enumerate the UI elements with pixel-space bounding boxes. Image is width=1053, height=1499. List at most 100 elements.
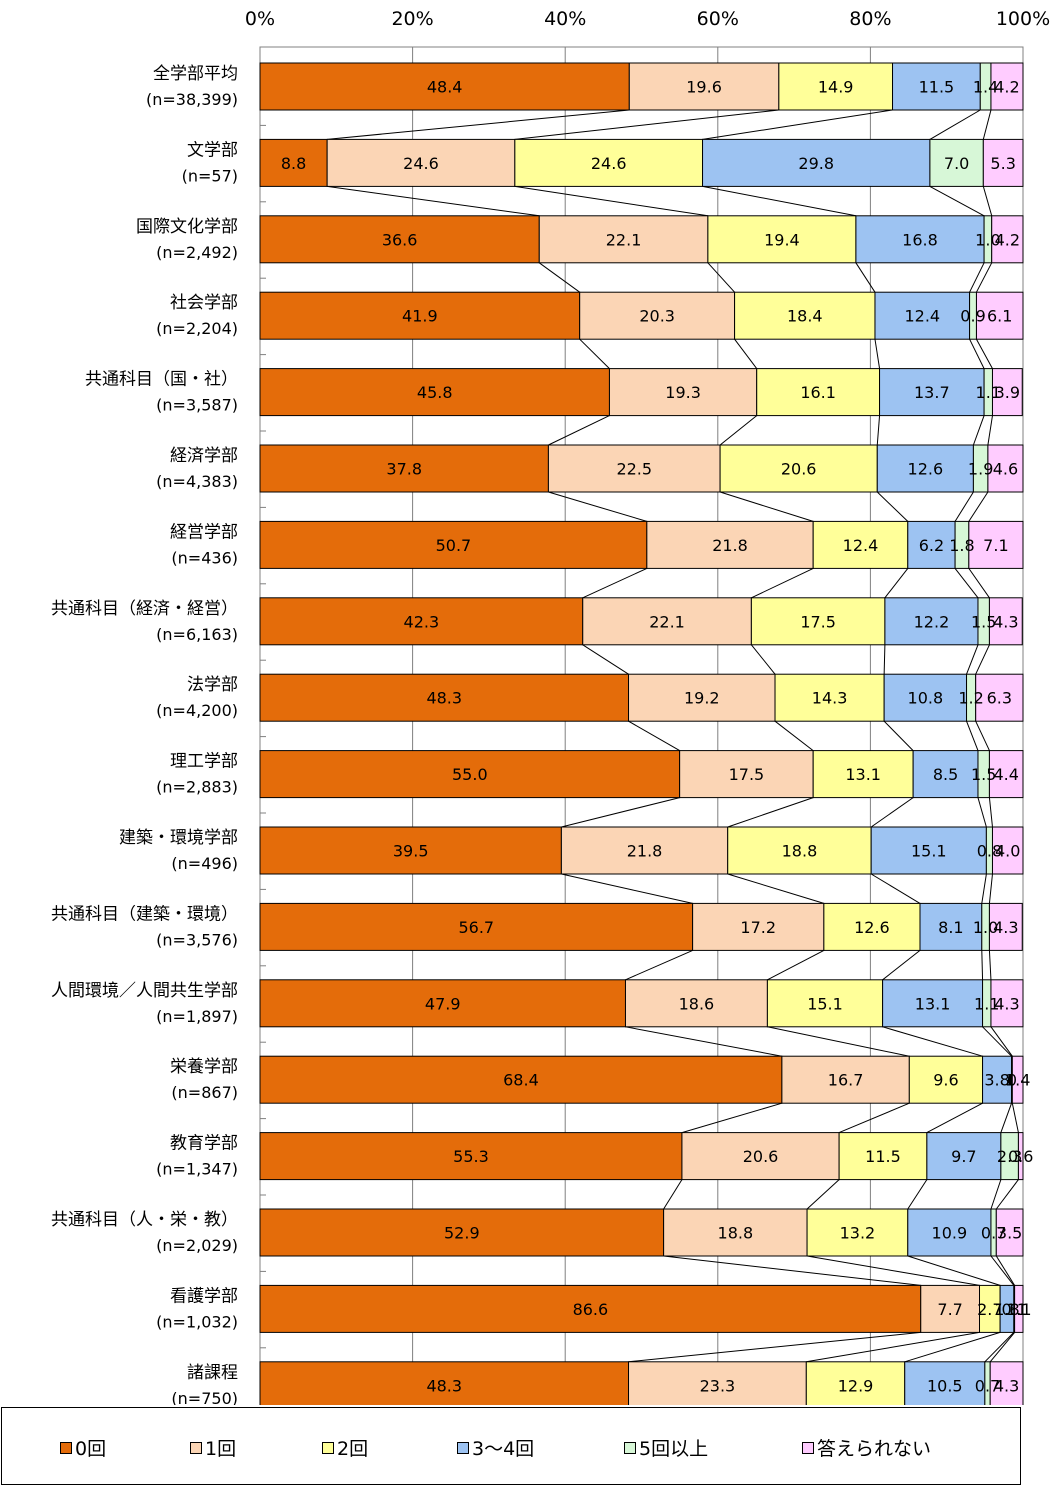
legend-item-2: 2回: [322, 1434, 368, 1461]
category-count-label: (n=38,399): [146, 90, 238, 109]
data-label: 7.0: [944, 154, 969, 173]
bar-segment: [988, 597, 1023, 646]
data-label: 2.7: [977, 1300, 1002, 1319]
bar-segment: [879, 368, 985, 417]
connector-line: [976, 262, 993, 293]
bar-segment: [995, 1208, 1024, 1257]
bar-segment: [259, 444, 549, 493]
connector-line: [926, 1102, 983, 1134]
connector-line: [702, 109, 893, 140]
connector-line: [929, 109, 981, 140]
bar-segment: [259, 1132, 683, 1181]
category-count-label: (n=57): [182, 166, 238, 185]
data-label: 24.6: [403, 154, 439, 173]
legend-item-3: 3～4回: [457, 1434, 534, 1461]
data-label: 14.3: [812, 689, 848, 708]
data-label: 4.3: [994, 1376, 1019, 1395]
bar-segment: [968, 520, 1024, 569]
connector-line: [663, 1255, 921, 1286]
category-labels: 全学部平均 (n=38,399) 文学部 (n=57) 国際文化学部 (n=2,492) 社…: [51, 64, 238, 1405]
data-label: 24.6: [591, 154, 627, 173]
bar-segment: [975, 673, 1024, 722]
data-label: 7.1: [983, 536, 1008, 555]
data-label: 86.6: [573, 1300, 609, 1319]
x-tick-label: 100%: [996, 8, 1050, 30]
data-label: 3.8: [984, 1071, 1009, 1090]
connector-line: [884, 568, 909, 599]
bar-segment: [908, 1055, 984, 1104]
connector-line: [561, 797, 680, 828]
bar-segment: [707, 215, 857, 264]
connector-line: [707, 262, 735, 293]
category-label: 教育学部: [170, 1134, 238, 1154]
data-label: 1.2: [958, 689, 983, 708]
connector-line: [966, 721, 979, 751]
connector-line: [625, 1026, 782, 1057]
data-label: 6.3: [987, 689, 1012, 708]
connector-line: [579, 338, 610, 369]
data-label: 22.1: [649, 612, 685, 631]
bar-segment: [774, 673, 885, 722]
category-label: 共通科目（経済・経営）: [51, 599, 238, 619]
bar-segment: [628, 673, 776, 722]
bar-segment: [259, 597, 584, 646]
connector-line: [1000, 1103, 1013, 1133]
legend-swatch-0: [60, 1441, 72, 1454]
legend-swatch-4: [624, 1441, 636, 1454]
connector-line: [982, 109, 992, 140]
data-label: 1.5: [971, 612, 996, 631]
data-label: 1.1: [974, 994, 999, 1013]
legend-label-0: 0回: [75, 1438, 107, 1460]
connector-line: [883, 644, 886, 675]
bar-segment: [991, 368, 1023, 417]
category-count-label: (n=1,032): [156, 1312, 238, 1331]
connector-line: [327, 185, 540, 217]
bar-segment: [750, 597, 886, 646]
legend-swatch-5: [802, 1441, 814, 1454]
data-label: 48.3: [426, 1376, 462, 1395]
connector-line: [968, 568, 990, 599]
data-label: 5.3: [990, 154, 1015, 173]
connector-line: [582, 644, 629, 675]
connector-line: [990, 1255, 1015, 1286]
category-count-label: (n=1,897): [156, 1007, 238, 1026]
connector-line: [882, 950, 921, 981]
data-label: 20.6: [781, 460, 817, 479]
legend-swatch-1: [190, 1441, 202, 1454]
legend-item-0: 0回: [60, 1434, 106, 1461]
connector-line: [727, 873, 825, 904]
category-count-label: (n=6,163): [156, 625, 238, 644]
data-label: 0.7: [975, 1376, 1000, 1395]
data-label: 4.3: [993, 918, 1018, 937]
data-label: 12.6: [854, 918, 890, 937]
data-label: 19.3: [665, 383, 701, 402]
category-count-label: (n=750): [171, 1389, 238, 1405]
category-count-label: (n=496): [171, 854, 238, 873]
data-label: 18.8: [782, 842, 818, 861]
connector-line: [806, 1255, 980, 1286]
connector-line: [975, 644, 990, 675]
connector-line: [988, 873, 993, 904]
connector-line: [719, 415, 758, 446]
data-label: 17.5: [800, 612, 836, 631]
data-label: 0.8: [977, 842, 1002, 861]
bar-segment: [982, 138, 1024, 187]
data-label: 45.8: [417, 383, 453, 402]
bar-segment: [987, 444, 1024, 493]
bar-segment: [823, 902, 921, 951]
connector-line: [876, 491, 909, 522]
bar-segment: [538, 215, 709, 264]
data-label: 0: [1007, 1071, 1017, 1090]
data-label: 0.7: [981, 1224, 1006, 1243]
data-label: 9.7: [951, 1147, 976, 1166]
data-label: 52.9: [444, 1224, 480, 1243]
connector-line: [625, 949, 693, 981]
data-label: 1.1: [976, 383, 1001, 402]
category-label: 経営学部: [170, 522, 238, 542]
category-label: 共通科目（建築・環境）: [51, 904, 238, 924]
data-label: 3.9: [995, 383, 1020, 402]
connector-line: [968, 491, 989, 522]
legend-label-3: 3～4回: [472, 1438, 535, 1460]
bar-segment: [812, 520, 909, 569]
connector-line: [907, 1255, 1001, 1286]
